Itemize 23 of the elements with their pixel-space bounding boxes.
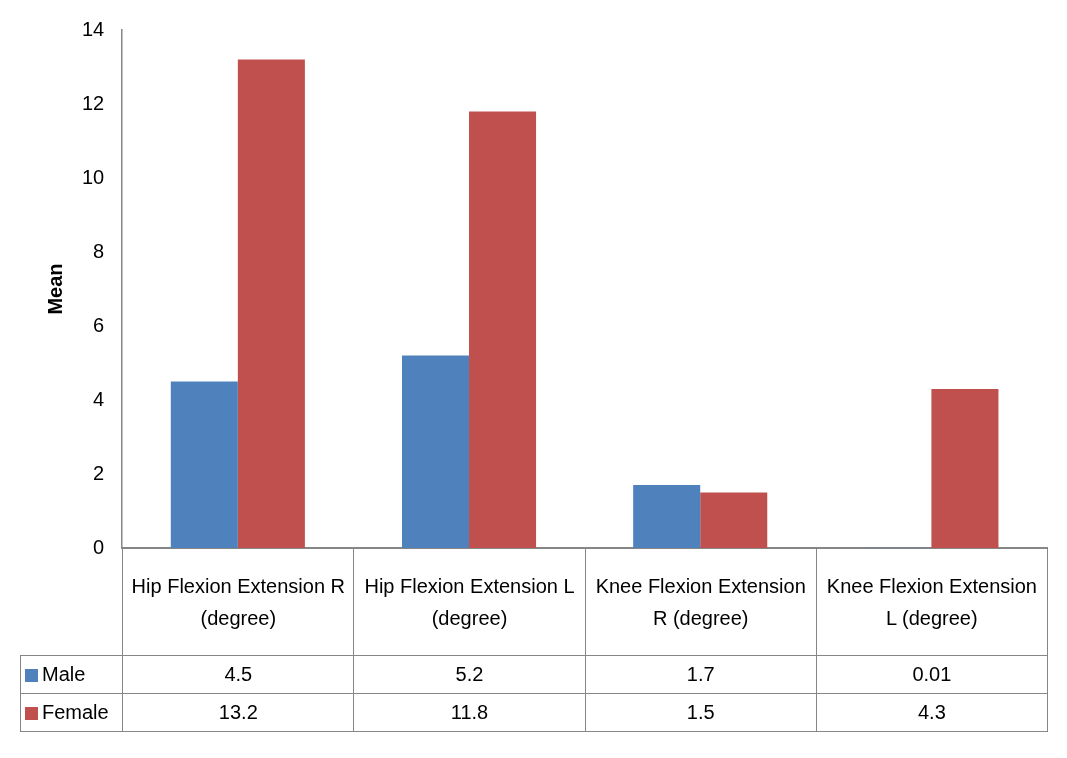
data-label: 1.7 bbox=[585, 655, 817, 694]
y-axis-title: Mean bbox=[43, 263, 66, 315]
y-tick-label: 10 bbox=[82, 165, 105, 188]
x-tick-label: Knee Flexion Extension L (degree) bbox=[816, 548, 1048, 656]
y-tick-label: 4 bbox=[93, 387, 105, 410]
y-tick-label: 0 bbox=[93, 535, 105, 558]
y-tick-label: 8 bbox=[93, 239, 105, 262]
data-label: 1.5 bbox=[585, 693, 817, 732]
data-label: 4.5 bbox=[122, 655, 354, 694]
y-tick-label: 14 bbox=[82, 17, 105, 40]
legend-label: Female bbox=[20, 693, 123, 732]
y-tick-label: 2 bbox=[93, 461, 105, 484]
y-tick-label: 6 bbox=[93, 313, 105, 336]
x-tick-label: Hip Flexion Extension R (degree) bbox=[122, 548, 354, 656]
x-tick-label: Hip Flexion Extension L (degree) bbox=[353, 548, 586, 656]
data-label: 11.8 bbox=[353, 693, 586, 732]
data-label: 4.3 bbox=[816, 693, 1048, 732]
x-tick-label: Knee Flexion Extension R (degree) bbox=[585, 548, 817, 656]
data-label: 5.2 bbox=[353, 655, 586, 694]
data-label: 0.01 bbox=[816, 655, 1048, 694]
legend-label: Male bbox=[20, 655, 123, 694]
y-tick-label: 12 bbox=[82, 91, 105, 114]
data-label: 13.2 bbox=[122, 693, 354, 732]
